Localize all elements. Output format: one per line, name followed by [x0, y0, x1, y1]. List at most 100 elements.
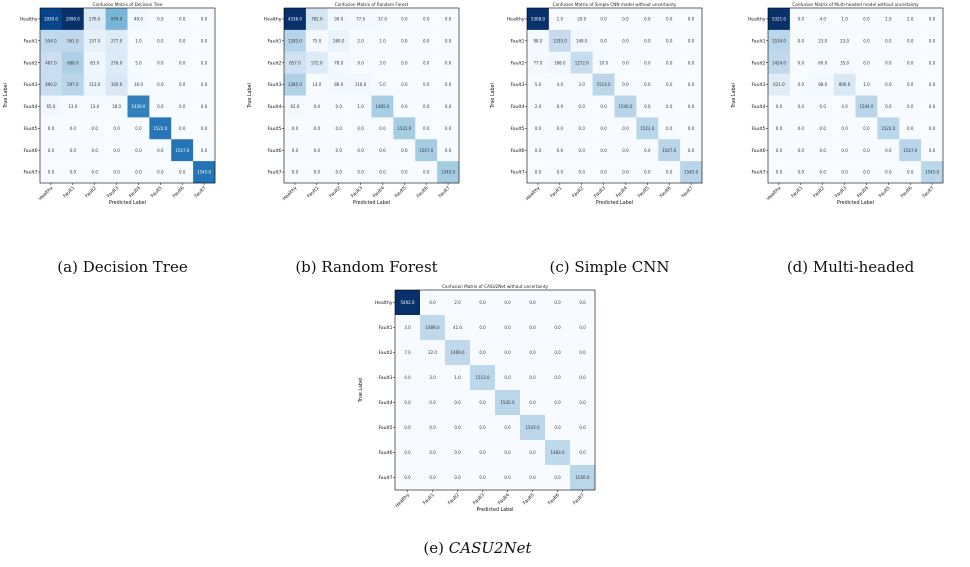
y-tick-label: Fault2 [511, 60, 525, 66]
x-tick-label: Fault2 [84, 185, 98, 199]
caption-tag: (d) [786, 258, 809, 276]
cell-value-label: 37.0 [378, 17, 387, 22]
y-tick-label: Fault7 [511, 170, 525, 176]
cell-value-label: 0.0 [336, 148, 343, 153]
cell-value-label: 1.0 [557, 17, 564, 22]
cell-value-label: 0.0 [798, 148, 805, 153]
matrix-cell [127, 51, 150, 74]
cell-value-label: 0.0 [622, 60, 629, 65]
matrix-cell [149, 51, 172, 74]
matrix-cell [127, 29, 150, 53]
cell-value-label: 0.0 [863, 17, 870, 22]
matrix-cell [877, 95, 900, 118]
matrix-cell [327, 139, 350, 162]
matrix-cell [193, 95, 216, 118]
matrix-cell [921, 161, 944, 184]
cell-value-label: 0.0 [600, 148, 607, 153]
x-tick-label: Fault5 [522, 492, 536, 506]
cell-value-label: 0.0 [863, 126, 870, 131]
cell-value-label: 0.0 [644, 148, 651, 153]
x-tick-label: Fault3 [834, 185, 848, 199]
matrix-cell [83, 8, 106, 31]
y-tick-label: Fault3 [268, 82, 282, 88]
matrix-cell [855, 139, 878, 162]
cell-value-label: 3.0 [429, 375, 436, 380]
matrix-cell [789, 117, 813, 140]
matrix-cell [61, 8, 85, 31]
cell-value-label: 0.0 [479, 350, 486, 355]
matrix-cell [395, 440, 421, 466]
matrix-cell [40, 8, 63, 31]
x-tick-label: Fault4 [372, 185, 386, 199]
cell-value-label: 0.0 [622, 82, 629, 87]
cell-value-label: 0.0 [401, 104, 408, 109]
matrix-cell [680, 117, 703, 140]
cell-value-label: 0.0 [429, 400, 436, 405]
cell-value-label: 0.0 [579, 450, 586, 455]
matrix-cell [520, 440, 546, 466]
matrix-cell [833, 161, 856, 184]
cell-value-label: 0.0 [314, 104, 321, 109]
matrix-cell [193, 73, 216, 96]
matrix-cell [495, 390, 521, 416]
matrix-cell [415, 139, 438, 162]
cell-value-label: 0.0 [48, 148, 55, 153]
matrix-cell [833, 73, 856, 96]
cell-value-label: 0.0 [666, 82, 673, 87]
x-tick-label: Fault2 [812, 185, 826, 199]
matrix-cell [437, 161, 460, 184]
x-tick-label: Fault1 [62, 185, 76, 199]
cell-value-label: 1930.0 [44, 17, 58, 22]
matrix-cell [40, 95, 63, 118]
cell-value-label: 0.0 [429, 425, 436, 430]
cell-value-label: 98.0 [533, 38, 542, 43]
cell-value-label: 0.0 [885, 38, 892, 43]
matrix-cell [395, 415, 421, 441]
cell-value-label: 0.0 [429, 475, 436, 480]
matrix-cell [527, 117, 550, 140]
cell-value-label: 157.0 [89, 38, 101, 43]
cell-value-label: 1483.0 [551, 450, 565, 455]
cell-value-label: 0.0 [798, 17, 805, 22]
cell-value-label: 5.0 [379, 82, 386, 87]
x-tick-label: Fault7 [680, 185, 694, 199]
y-tick-label: Fault6 [752, 148, 766, 154]
matrix-cell [415, 73, 438, 96]
cell-value-label: 0.0 [929, 104, 936, 109]
cell-value-label: 0.0 [557, 148, 564, 153]
caption-multi-headed: (d) Multi-headed [728, 258, 970, 276]
matrix-cell [437, 51, 460, 74]
cell-value-label: 2090.0 [66, 17, 80, 22]
x-tick-label: Fault3 [106, 185, 120, 199]
cell-value-label: 0.0 [554, 350, 561, 355]
cell-value-label: 0.0 [423, 82, 430, 87]
plot-frame [526, 7, 703, 184]
cell-value-label: 0.0 [907, 104, 914, 109]
cell-value-label: 5321.0 [772, 17, 786, 22]
chart-title: Confusion Matrix of Decision Tree [93, 2, 163, 7]
cell-value-label: 0.0 [644, 82, 651, 87]
x-tick-label: Healthy [38, 185, 55, 202]
matrix-cell [327, 95, 350, 118]
y-tick-label: Fault1 [268, 38, 282, 44]
confusion-matrix-multi-headed: Confusion Matrix of Multi-headed model w… [731, 2, 944, 206]
cell-value-label: 0.0 [644, 104, 651, 109]
caption-decision-tree: (a) Decision Tree [0, 258, 245, 276]
cell-value-label: 0.0 [445, 17, 452, 22]
matrix-cell [470, 340, 496, 366]
matrix-cell [420, 390, 446, 416]
confusion-matrix-decision-tree: Confusion Matrix of Decision Tree 1930.0 2… [3, 2, 216, 206]
matrix-cell [61, 95, 85, 118]
cell-value-label: 0.0 [820, 170, 827, 175]
matrix-cell [349, 8, 372, 31]
y-tick-label: Fault7 [752, 170, 766, 176]
cell-value-label: 1546.0 [618, 104, 632, 109]
matrix-cell [921, 73, 944, 96]
cell-value-label: 0.0 [179, 104, 186, 109]
cell-value-label: 1.0 [885, 17, 892, 22]
matrix-cell [614, 161, 637, 184]
matrix-cell [127, 139, 150, 162]
cell-value-label: 1547.0 [175, 148, 189, 153]
matrix-cell [445, 340, 471, 366]
matrix-cell [284, 95, 307, 118]
